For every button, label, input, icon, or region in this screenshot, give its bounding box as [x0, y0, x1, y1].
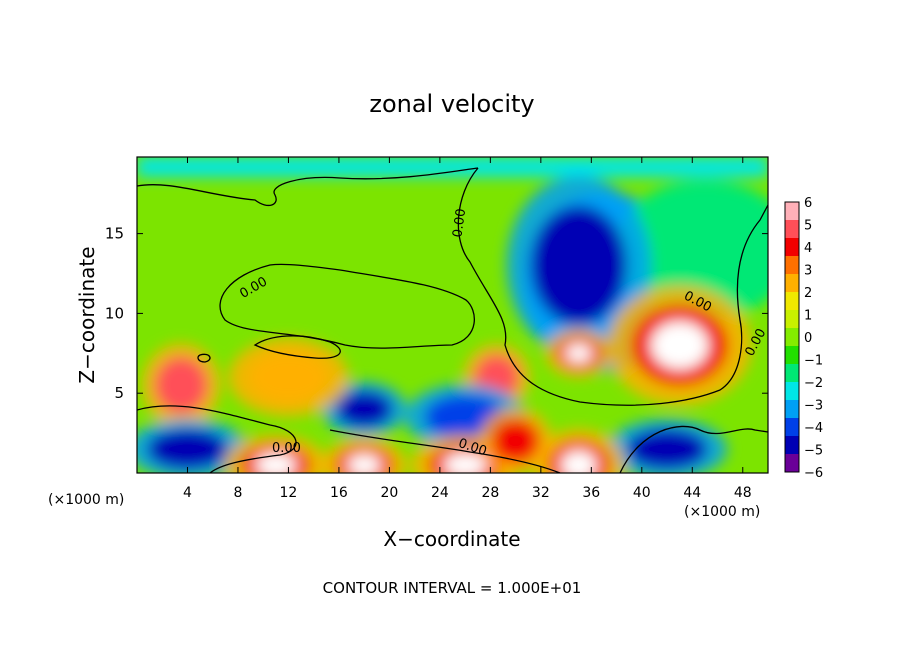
colorbar-swatch: [785, 454, 799, 473]
zero-contour-line: [619, 425, 768, 473]
colorbar-tick-label: −2: [804, 376, 823, 391]
colorbar-tick-label: 0: [804, 331, 812, 346]
colorbar-swatch: [785, 346, 799, 365]
field-feature-core: [560, 450, 597, 473]
contour-interval-footer: CONTOUR INTERVAL = 1.000E+01: [323, 579, 582, 597]
zero-contour-line: [329, 429, 561, 473]
x-tick-label: 28: [481, 485, 499, 501]
colorbar-swatch: [785, 418, 799, 437]
colorbar-tick-label: 5: [804, 219, 812, 234]
zero-contour-line: [137, 167, 479, 207]
colorbar-tick-label: −4: [804, 421, 823, 436]
x-tick-label: 36: [582, 485, 600, 501]
field-feature: [530, 205, 627, 326]
x-tick-label: 24: [431, 485, 449, 501]
field-region: [614, 179, 768, 320]
colorbar-swatch: [785, 256, 799, 275]
colorbar-tick-label: 3: [804, 264, 812, 279]
x-tick-label: 32: [532, 485, 550, 501]
plot-frame: [136, 156, 769, 474]
x-tick-label: 12: [280, 485, 298, 501]
field-feature: [627, 429, 708, 470]
field-feature-core: [650, 321, 709, 370]
y-tick-label: 10: [105, 304, 124, 322]
x-tick-label: 40: [633, 485, 651, 501]
field-feature: [155, 357, 208, 414]
field-feature: [336, 391, 393, 428]
x-tick-label: 48: [734, 485, 752, 501]
colorbar-tick-label: −6: [804, 466, 823, 481]
colorbar-swatch: [785, 310, 799, 329]
zero-contour-line: [253, 335, 341, 359]
x-tick-label: 20: [380, 485, 398, 501]
contour-label: 0.00: [272, 441, 301, 456]
colorbar-swatch: [785, 436, 799, 455]
x-tick-label: 8: [233, 485, 242, 501]
zero-contour-line: [197, 353, 211, 363]
colorbar-tick-label: 1: [804, 309, 812, 324]
field-feature: [491, 419, 540, 464]
x-unit-right: (×1000 m): [684, 504, 760, 520]
x-axis-label: X−coordinate: [383, 527, 520, 551]
chart-title: zonal velocity: [369, 90, 534, 118]
colorbar-swatch: [785, 364, 799, 383]
field-feature-core: [255, 453, 297, 473]
x-tick-label: 44: [683, 485, 701, 501]
field-feature-core: [565, 343, 592, 363]
field-feature-core: [347, 454, 381, 473]
colorbar-tick-label: 4: [804, 241, 812, 256]
colorbar-frame: [784, 201, 800, 473]
zero-contour-line: [137, 405, 297, 473]
colorbar-swatch: [785, 382, 799, 401]
colorbar: 6 5 4 3 2 1 0 −1 −2 −3 −4 −5 −6: [784, 196, 823, 481]
colorbar-swatch: [785, 400, 799, 419]
zero-contour-line: [219, 263, 475, 349]
x-tick-label: 4: [183, 485, 192, 501]
colorbar-swatch: [785, 238, 799, 257]
x-unit-left: (×1000 m): [48, 492, 124, 508]
colorbar-swatch: [785, 202, 799, 221]
colorbar-tick-label: −3: [804, 399, 823, 414]
colorbar-tick-label: 2: [804, 286, 812, 301]
field-feature: [248, 351, 329, 404]
colorbar-swatch: [785, 220, 799, 239]
colorbar-tick-label: 6: [804, 196, 812, 211]
contour-label: 0.00: [450, 208, 469, 239]
y-tick-label: 5: [114, 384, 124, 402]
colorbar-swatch: [785, 292, 799, 311]
y-axis-label: Z−coordinate: [75, 246, 99, 383]
colorbar-swatch: [785, 274, 799, 293]
colorbar-tick-label: −1: [804, 354, 823, 369]
field-band: [137, 157, 768, 177]
colorbar-tick-label: −5: [804, 444, 823, 459]
y-tick-label: 15: [105, 225, 124, 243]
colorbar-swatch: [785, 328, 799, 347]
field-feature-core: [443, 453, 487, 473]
field-feature: [147, 429, 228, 470]
plot-area: [137, 157, 768, 473]
x-tick-label: 16: [330, 485, 348, 501]
zero-contour-line: [457, 167, 768, 406]
